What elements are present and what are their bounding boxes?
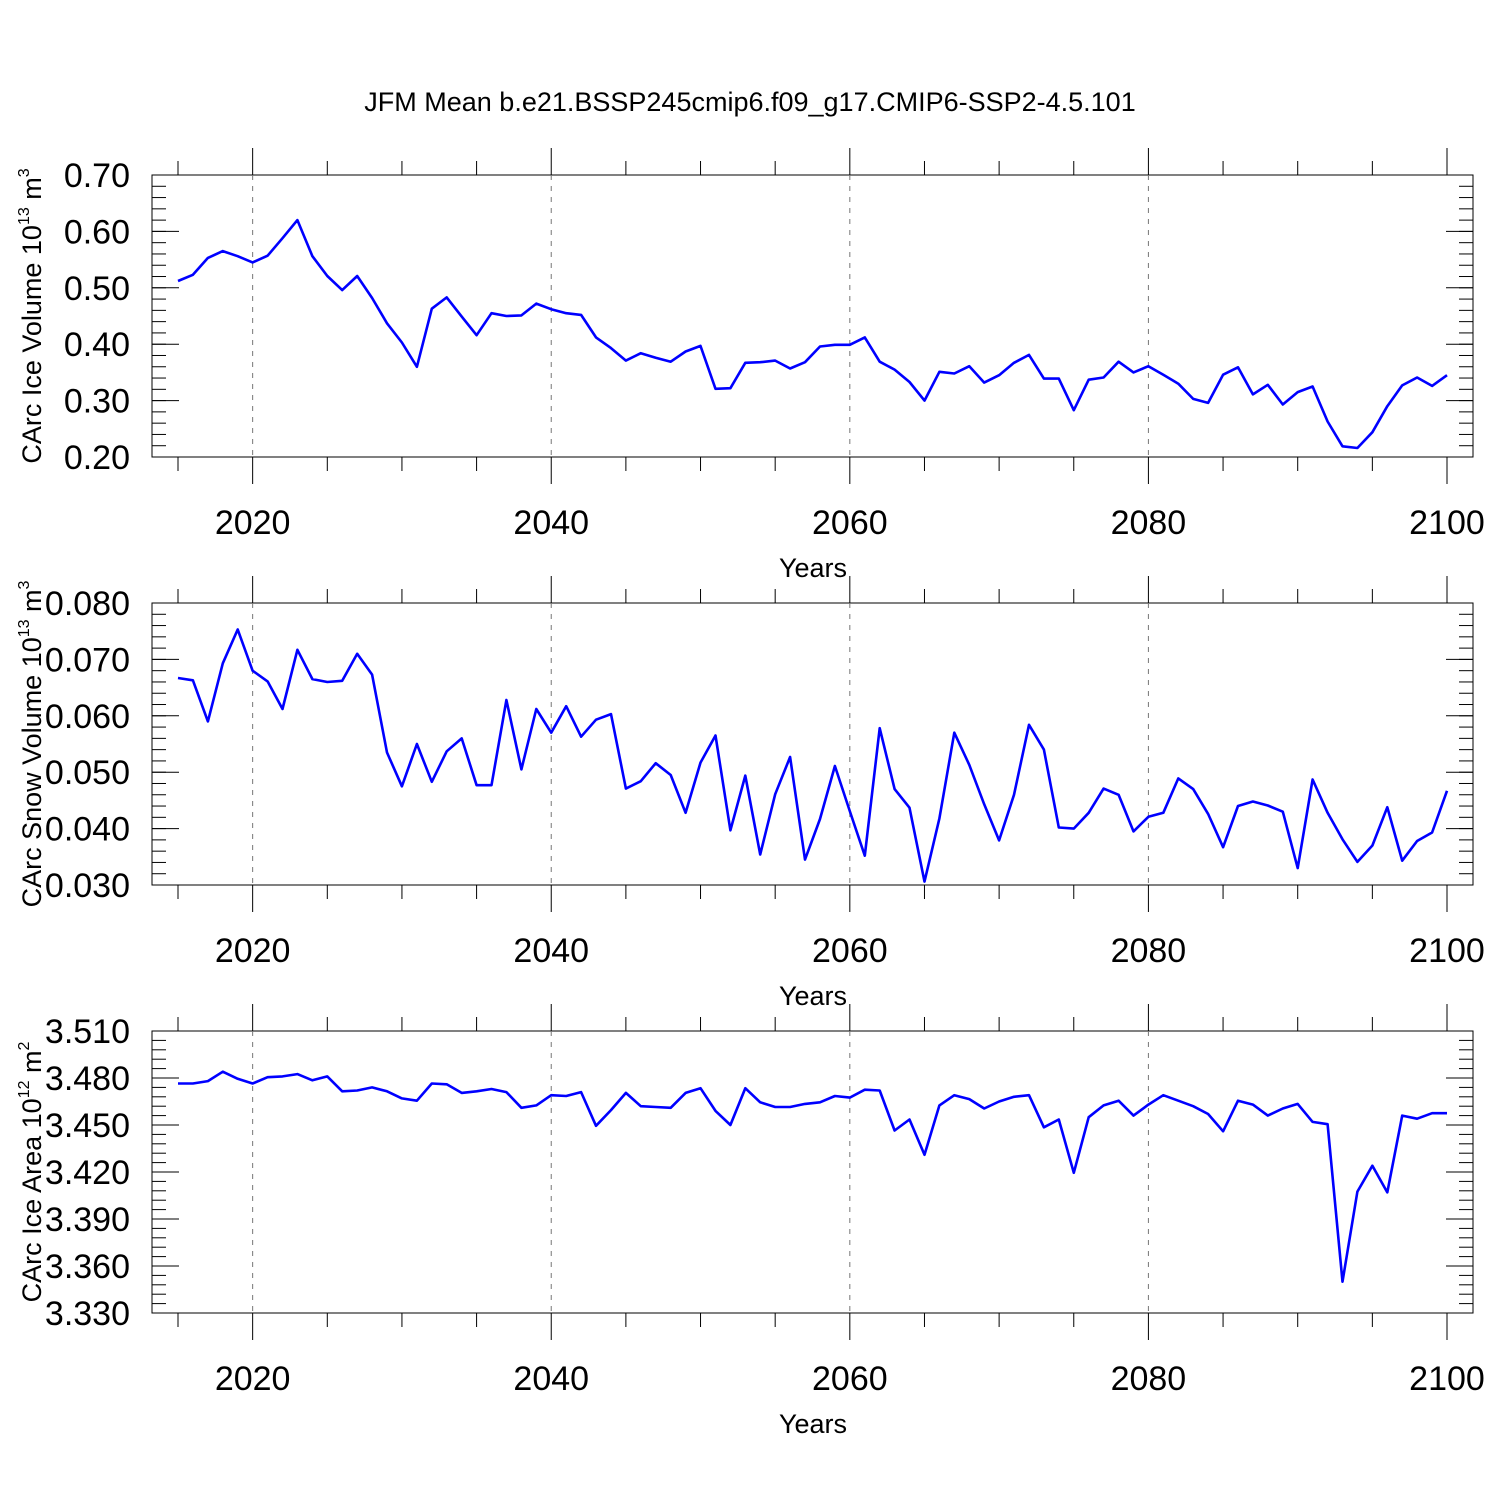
y-tick-label: 0.040	[45, 811, 130, 849]
plot-frame	[151, 602, 1474, 886]
x-tick-label: 2020	[215, 932, 291, 970]
y-tick-label: 0.050	[45, 754, 130, 792]
x-axis-title: Years	[779, 553, 847, 583]
y-tick-label: 3.510	[45, 1013, 130, 1051]
x-tick-label: 2020	[215, 504, 291, 542]
y-tick-label: 0.060	[45, 698, 130, 736]
y-tick-label: 0.50	[64, 270, 130, 308]
y-tick-label: 0.070	[45, 641, 130, 679]
x-tick-label: 2100	[1409, 1360, 1485, 1398]
x-axis-title: Years	[779, 981, 847, 1011]
panel-1: 2020 2040 2060 2080 2100 0.20 0.30 0.40 0.50 0.60…	[16, 148, 1485, 583]
x-axis-title: Years	[779, 1409, 847, 1439]
x-tick-label: 2080	[1111, 932, 1187, 970]
y-tick-label: 0.080	[45, 585, 130, 623]
y-tick-label: 3.330	[45, 1295, 130, 1333]
x-tick-label: 2060	[812, 1360, 888, 1398]
plot-frame	[151, 1030, 1474, 1314]
series-line	[177, 218, 1448, 450]
y-tick-label: 3.390	[45, 1201, 130, 1239]
y-tick-label: 3.480	[45, 1060, 130, 1098]
panel-3: 2020 2040 2060 2080 2100 3.330 3.360 3.390 3.420…	[16, 1004, 1485, 1439]
series-line	[177, 628, 1449, 883]
x-tick-label: 2020	[215, 1360, 291, 1398]
panels-group: 2020 2040 2060 2080 2100 0.20 0.30 0.40 0.50 0.60…	[16, 148, 1485, 1439]
plot-frame	[151, 174, 1474, 458]
x-tick-label: 2080	[1111, 504, 1187, 542]
x-tick-label: 2040	[513, 1360, 589, 1398]
series-line	[178, 1070, 1447, 1283]
x-tick-label: 2080	[1111, 1360, 1187, 1398]
y-tick-label: 3.450	[45, 1107, 130, 1145]
y-tick-label: 3.360	[45, 1248, 130, 1286]
x-tick-label: 2040	[513, 504, 589, 542]
chart-title: JFM Mean b.e21.BSSP245cmip6.f09_g17.CMIP…	[364, 87, 1135, 117]
y-axis-title: CArc Snow Volume 1013 m3	[16, 580, 47, 907]
y-tick-label: 0.40	[64, 326, 130, 364]
y-axis-title: CArc Ice Area 1012 m2	[16, 1042, 47, 1303]
x-tick-label: 2060	[812, 504, 888, 542]
x-tick-label: 2100	[1409, 504, 1485, 542]
y-tick-label: 0.60	[64, 213, 130, 251]
y-tick-label: 0.030	[45, 867, 130, 905]
y-axis-title: CArc Ice Volume 1013 m3	[16, 168, 47, 463]
panel-2: 2020 2040 2060 2080 2100 0.030 0.040 0.050 0.060…	[16, 576, 1485, 1011]
x-tick-label: 2100	[1409, 932, 1485, 970]
x-tick-label: 2060	[812, 932, 888, 970]
y-tick-label: 0.70	[64, 157, 130, 195]
y-tick-label: 0.20	[64, 439, 130, 477]
y-tick-label: 3.420	[45, 1154, 130, 1192]
x-tick-label: 2040	[513, 932, 589, 970]
y-tick-label: 0.30	[64, 383, 130, 421]
